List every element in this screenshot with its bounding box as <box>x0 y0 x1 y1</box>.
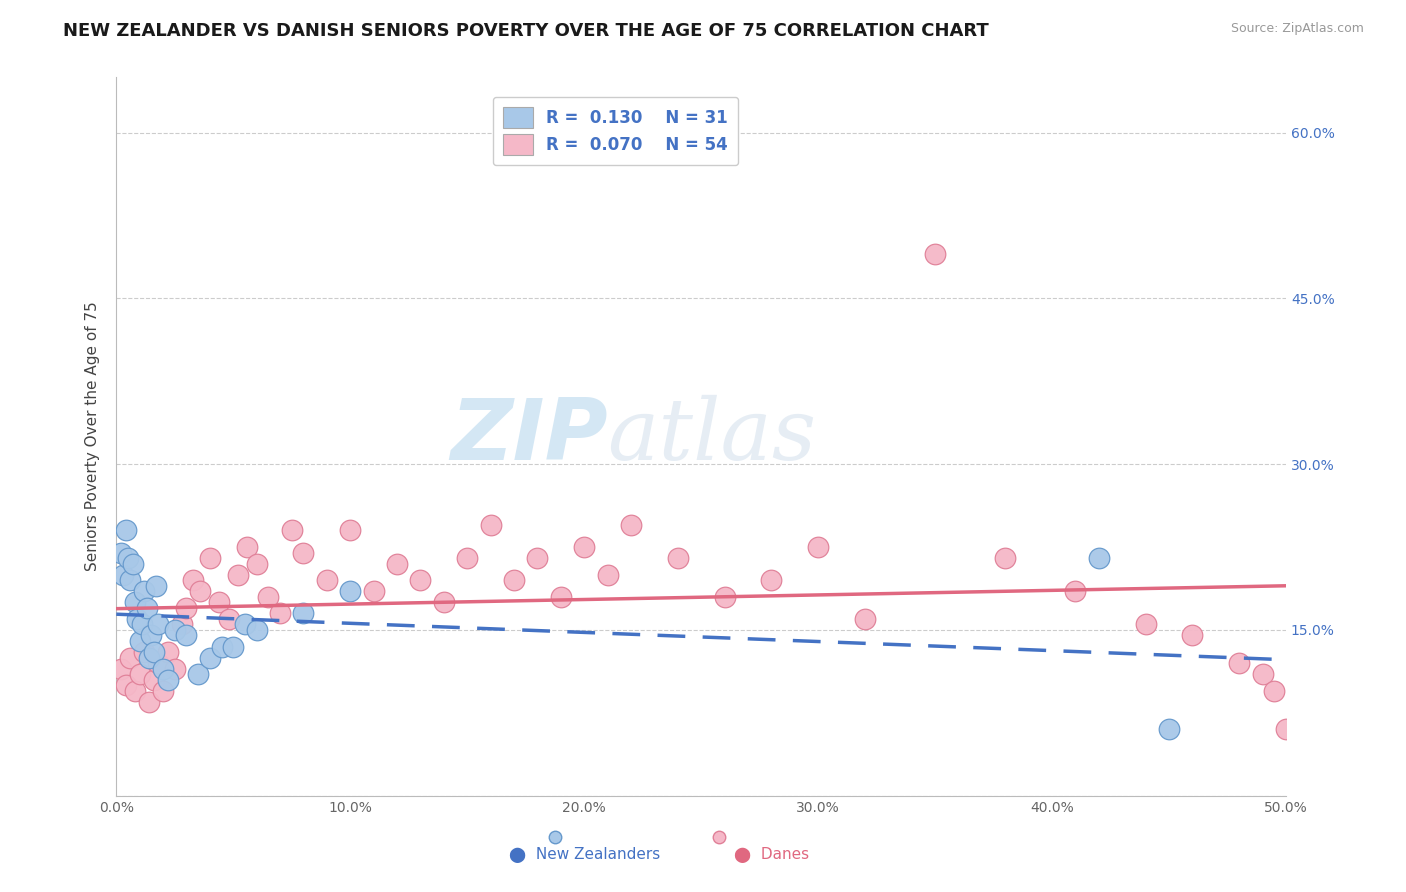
Point <box>117 551 139 566</box>
Point <box>114 524 136 538</box>
Point <box>226 567 249 582</box>
Point <box>112 567 135 582</box>
Point <box>236 540 259 554</box>
Point <box>152 683 174 698</box>
Point <box>1157 723 1180 737</box>
Point <box>121 557 143 571</box>
Point <box>479 518 502 533</box>
Point <box>156 645 179 659</box>
Point <box>156 673 179 687</box>
Point <box>713 590 735 604</box>
Point <box>761 573 783 587</box>
Point <box>170 617 193 632</box>
Point <box>120 650 142 665</box>
Point <box>1135 617 1157 632</box>
Point <box>596 567 619 582</box>
Point <box>183 573 205 587</box>
Point <box>1088 551 1111 566</box>
Text: ZIP: ZIP <box>450 395 607 478</box>
Text: atlas: atlas <box>607 395 817 478</box>
Point <box>246 557 269 571</box>
Point <box>257 590 280 604</box>
Point <box>148 617 170 632</box>
Point <box>152 662 174 676</box>
Point <box>128 634 150 648</box>
Point <box>456 551 478 566</box>
Point <box>128 667 150 681</box>
Text: ⬤  New Zealanders: ⬤ New Zealanders <box>509 847 659 863</box>
Point <box>1251 667 1274 681</box>
Point <box>124 683 146 698</box>
Point <box>145 579 167 593</box>
Point <box>218 612 240 626</box>
Point <box>222 640 245 654</box>
Point <box>163 662 186 676</box>
Point <box>339 524 361 538</box>
Point <box>994 551 1017 566</box>
Point <box>1275 723 1298 737</box>
Point <box>198 551 221 566</box>
Point <box>120 573 142 587</box>
Point <box>572 540 595 554</box>
Point <box>526 551 548 566</box>
Point <box>148 656 170 670</box>
Point <box>127 612 149 626</box>
Point <box>280 524 302 538</box>
Point <box>853 612 876 626</box>
Point <box>1181 628 1204 642</box>
Point <box>385 557 408 571</box>
Point <box>550 590 572 604</box>
Point <box>190 584 212 599</box>
Point <box>114 678 136 692</box>
Y-axis label: Seniors Poverty Over the Age of 75: Seniors Poverty Over the Age of 75 <box>86 301 100 572</box>
Point <box>110 662 132 676</box>
Point <box>409 573 432 587</box>
Point <box>198 650 221 665</box>
Point <box>187 667 209 681</box>
Point <box>134 645 156 659</box>
Point <box>807 540 830 554</box>
Point <box>163 623 186 637</box>
Point <box>363 584 385 599</box>
Point <box>269 607 291 621</box>
Point <box>135 600 157 615</box>
Legend: R =  0.130    N = 31, R =  0.070    N = 54: R = 0.130 N = 31, R = 0.070 N = 54 <box>494 96 738 165</box>
Point <box>246 623 269 637</box>
Point <box>1263 683 1285 698</box>
Point <box>176 628 198 642</box>
Point <box>339 584 361 599</box>
Point <box>138 650 160 665</box>
Point <box>233 617 256 632</box>
Point <box>124 595 146 609</box>
Point <box>666 551 689 566</box>
Point <box>176 600 198 615</box>
Point <box>292 607 315 621</box>
Point <box>1227 656 1250 670</box>
Point <box>142 645 165 659</box>
Point <box>315 573 337 587</box>
Point <box>503 573 526 587</box>
Point <box>131 617 153 632</box>
Point <box>211 640 233 654</box>
Point <box>110 546 132 560</box>
Point <box>138 695 160 709</box>
Text: Source: ZipAtlas.com: Source: ZipAtlas.com <box>1230 22 1364 36</box>
Text: NEW ZEALANDER VS DANISH SENIORS POVERTY OVER THE AGE OF 75 CORRELATION CHART: NEW ZEALANDER VS DANISH SENIORS POVERTY … <box>63 22 988 40</box>
Point <box>620 518 643 533</box>
Text: ⬤  Danes: ⬤ Danes <box>734 847 808 863</box>
Point <box>142 673 165 687</box>
Point <box>292 546 315 560</box>
Point <box>208 595 231 609</box>
Point <box>134 584 156 599</box>
Point <box>1064 584 1087 599</box>
Point <box>433 595 456 609</box>
Point <box>141 628 163 642</box>
Point <box>924 247 946 261</box>
